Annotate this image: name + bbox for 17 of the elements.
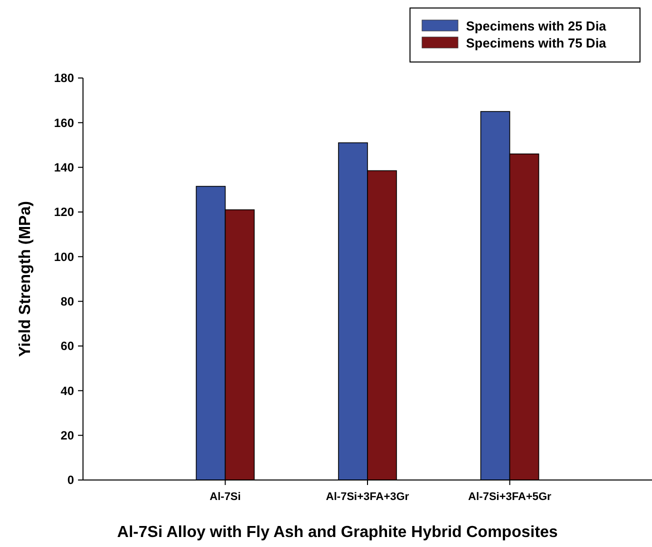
legend-label: Specimens with 75 Dia (466, 36, 607, 51)
y-tick-label: 80 (60, 294, 74, 309)
y-tick-label: 20 (60, 428, 74, 443)
y-axis-title: Yield Strength (MPa) (17, 201, 34, 357)
y-tick-label: 180 (54, 71, 74, 86)
y-tick-label: 140 (54, 160, 74, 175)
y-tick-label: 60 (60, 339, 74, 354)
x-tick-label: Al-7Si+3FA+5Gr (468, 491, 552, 503)
y-tick-label: 120 (54, 205, 74, 220)
x-tick-label: Al-7Si (210, 491, 241, 503)
x-axis-title: Al-7Si Alloy with Fly Ash and Graphite Hybrid Composites (117, 524, 558, 541)
y-tick-label: 0 (67, 473, 74, 488)
x-tick-label: Al-7Si+3FA+3Gr (326, 491, 410, 503)
y-tick-label: 100 (54, 250, 74, 264)
y-tick-label: 40 (60, 384, 74, 398)
y-tick-label: 160 (54, 116, 74, 130)
legend-label: Specimens with 25 Dia (466, 18, 607, 34)
